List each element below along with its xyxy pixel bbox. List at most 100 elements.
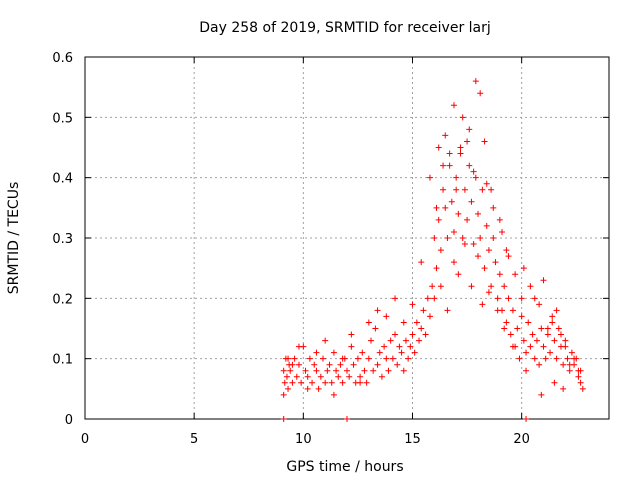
data-point: [280, 367, 287, 374]
data-point: [523, 416, 530, 422]
data-point: [527, 343, 534, 350]
data-point: [409, 301, 416, 308]
data-point: [568, 349, 575, 356]
y-tick-label: 0.4: [52, 172, 73, 187]
data-point: [306, 355, 313, 362]
data-point: [426, 174, 433, 181]
data-point: [392, 295, 399, 302]
data-point: [348, 343, 355, 350]
data-point: [383, 355, 390, 362]
data-point: [400, 367, 407, 374]
data-point: [328, 379, 335, 386]
data-point: [577, 379, 584, 386]
data-point: [350, 361, 357, 368]
data-point: [378, 373, 385, 380]
data-point: [280, 391, 287, 398]
data-point: [518, 295, 525, 302]
data-point: [344, 416, 350, 422]
data-point: [501, 325, 508, 332]
data-point: [516, 355, 523, 362]
data-point: [302, 367, 309, 374]
data-point: [553, 307, 560, 314]
data-point: [440, 186, 447, 193]
data-point: [527, 283, 534, 290]
data-point: [542, 355, 549, 362]
data-point: [400, 319, 407, 326]
data-point: [551, 379, 558, 386]
y-tick-label: 0.5: [52, 111, 73, 126]
data-point: [363, 379, 370, 386]
data-point: [503, 247, 510, 254]
data-point: [566, 361, 573, 368]
data-point: [431, 295, 438, 302]
x-tick-label: 20: [513, 432, 530, 447]
data-point: [424, 295, 431, 302]
data-point: [549, 313, 556, 320]
data-point: [376, 349, 383, 356]
data-point: [485, 289, 492, 296]
data-point: [280, 416, 287, 422]
data-point: [531, 295, 538, 302]
data-point: [289, 379, 296, 386]
data-point: [466, 126, 473, 133]
data-point: [433, 265, 440, 272]
data-point: [339, 355, 346, 362]
data-point: [481, 265, 488, 272]
data-point: [450, 228, 457, 235]
data-point: [392, 331, 399, 338]
data-point: [461, 241, 468, 248]
data-point: [389, 355, 396, 362]
data-point: [359, 349, 366, 356]
x-tick-label: 15: [404, 432, 421, 447]
data-point: [477, 235, 484, 241]
data-point: [405, 355, 412, 362]
data-point: [372, 325, 379, 332]
data-point: [413, 319, 420, 326]
data-point: [512, 271, 519, 278]
data-points: [280, 78, 586, 422]
data-point: [544, 331, 551, 338]
data-point: [470, 241, 477, 248]
data-point: [490, 204, 497, 211]
data-point: [281, 379, 288, 386]
data-point: [407, 343, 414, 350]
data-point: [538, 325, 545, 332]
data-point: [459, 114, 466, 121]
data-point: [529, 331, 536, 338]
data-point: [293, 373, 300, 380]
data-point: [416, 337, 423, 344]
data-point: [536, 361, 543, 368]
data-point: [505, 253, 512, 260]
data-point: [464, 138, 471, 145]
data-point: [501, 283, 508, 290]
data-point: [509, 343, 516, 350]
data-point: [575, 373, 582, 380]
data-point: [464, 216, 471, 223]
data-point: [283, 373, 290, 380]
data-point: [344, 367, 350, 374]
data-point: [540, 277, 547, 284]
data-point: [322, 337, 329, 344]
data-point: [313, 367, 320, 374]
data-point: [333, 367, 340, 374]
data-point: [322, 379, 329, 386]
data-point: [457, 144, 464, 151]
data-point: [435, 144, 442, 151]
data-point: [446, 162, 453, 169]
data-point: [365, 355, 372, 362]
axis-ticks: [84, 56, 609, 420]
data-point: [450, 259, 457, 266]
data-point: [523, 349, 530, 356]
data-point: [357, 373, 364, 380]
data-point: [496, 271, 503, 278]
data-point: [437, 283, 444, 290]
y-tick-label: 0.2: [52, 292, 73, 307]
data-point: [481, 138, 488, 145]
data-point: [444, 235, 451, 241]
data-point: [494, 307, 501, 314]
chart-title: Day 258 of 2019, SRMTID for receiver lar…: [199, 20, 491, 36]
y-tick-label: 0.3: [52, 232, 73, 247]
data-point: [409, 331, 416, 338]
data-point: [520, 337, 527, 344]
